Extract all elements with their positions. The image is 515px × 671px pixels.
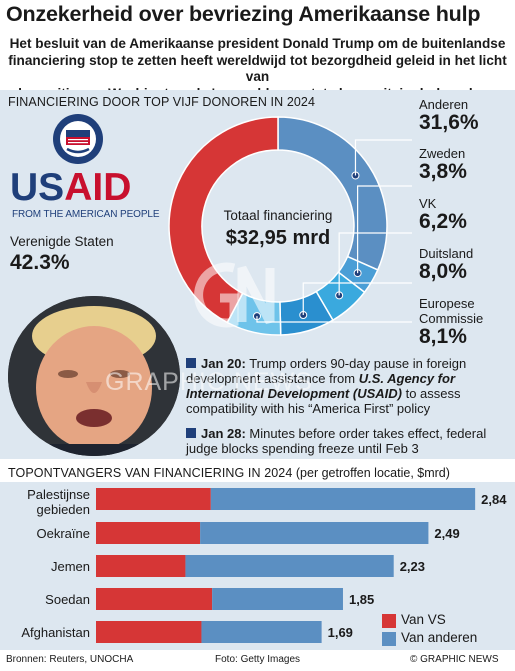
event-jan-28: Jan 28: Minutes before order takes effec… <box>186 426 511 456</box>
subtitle-line: financiering stop te zetten heeft wereld… <box>8 52 507 85</box>
legend-swatch-vs <box>382 614 396 628</box>
leader-line <box>354 139 412 176</box>
event-text: Minutes before order takes effect, feder… <box>186 426 487 456</box>
portrait-illustration <box>8 296 180 456</box>
bar-total-label: 2,84 <box>481 492 507 507</box>
donut-center-label: Totaal financiering <box>223 208 333 223</box>
footer-sources: Bronnen: Reuters, UNOCHA <box>6 654 134 665</box>
event-jan-20: Jan 20: Trump orders 90-day pause in for… <box>186 356 511 416</box>
event-emphasis: U.S. Agency for International Developmen… <box>186 371 456 401</box>
event-text-end: to assess compatibility with his “Americ… <box>186 386 461 416</box>
bar-segment-us <box>96 588 213 610</box>
usaid-seal-icon <box>53 114 103 164</box>
bar-section-heading: TOPONTVANGERS VAN FINANCIERING IN 2024 (… <box>8 466 450 480</box>
bar-segment-others <box>212 588 343 610</box>
usaid-wordmark: USAID <box>10 168 131 208</box>
leader-line <box>357 185 412 274</box>
event-date: Jan 28: <box>201 426 246 441</box>
trump-photo <box>8 296 180 456</box>
bar-segment-us <box>96 488 211 510</box>
bar-heading-note: (per getroffen locatie, $mrd) <box>292 466 450 480</box>
slice-value-zweden: 3,8% <box>419 160 467 183</box>
legend-swatch-anderen <box>382 632 396 646</box>
usaid-wordmark-aid: AID <box>64 166 132 209</box>
usaid-wordmark-us: US <box>10 166 65 209</box>
leader-line <box>338 232 412 296</box>
footer-photo-credit: Foto: Getty Images <box>215 654 301 665</box>
slice-value-vk: 6,2% <box>419 210 467 233</box>
bar-segment-us <box>96 621 202 643</box>
legend-label-vs: Van VS <box>401 612 446 627</box>
bullet-square-icon <box>186 358 196 368</box>
slice-value-anderen: 31,6% <box>419 111 479 134</box>
category-label: Palestijnse gebieden <box>0 487 90 517</box>
slice-label-zweden: Zweden <box>419 146 466 161</box>
category-label: Afghanistan <box>21 625 90 640</box>
subtitle-line: Het besluit van de Amerikaanse president… <box>9 36 506 51</box>
category-label-text: Palestijnse gebieden <box>0 487 90 517</box>
category-label: Jemen <box>50 559 90 574</box>
donut-center-value: $32,95 mrd <box>225 227 331 249</box>
bar-total-label: 1,69 <box>328 625 353 640</box>
bullet-square-icon <box>186 428 196 438</box>
event-date: Jan 20: <box>201 356 246 371</box>
watermark-text: GRAPHIC NEWS <box>105 368 313 396</box>
slice-label-verenigde-staten: Verenigde Staten <box>10 234 114 249</box>
donut-section-heading: FINANCIERING DOOR TOP VIJF DONOREN IN 20… <box>8 95 316 109</box>
bar-segment-others <box>201 621 322 643</box>
slice-label-duitsland: Duitsland <box>419 246 474 261</box>
category-label-line: Palestijnse <box>27 487 90 502</box>
slice-label-anderen: Anderen <box>419 97 469 112</box>
bar-segment-us <box>96 555 186 577</box>
category-label: Soedan <box>45 592 90 607</box>
subtitle: Het besluit van de Amerikaanse president… <box>4 36 511 102</box>
category-label-line: gebieden <box>36 502 91 517</box>
legend-label-anderen: Van anderen <box>401 630 478 645</box>
leader-line <box>256 316 412 323</box>
category-label: Oekraïne <box>36 526 90 541</box>
watermark-logo-icon <box>194 262 275 328</box>
bar-heading: TOPONTVANGERS VAN FINANCIERING IN 2024 <box>8 466 293 480</box>
bar-total-label: 1,85 <box>349 592 374 607</box>
bar-segment-others <box>185 555 394 577</box>
slice-value-verenigde-staten: 42.3% <box>10 251 70 274</box>
slice-label-vk: VK <box>419 196 437 211</box>
footer-copyright: © GRAPHIC NEWS <box>410 654 499 665</box>
bar-total-label: 2,49 <box>434 526 459 541</box>
bar-segment-us <box>96 522 201 544</box>
bar-segment-others <box>210 488 476 510</box>
slice-label-europese-commissie: Europese Commissie <box>419 296 484 326</box>
page-title: Onzekerheid over bevriezing Amerikaanse … <box>6 2 481 26</box>
leader-line <box>302 282 412 315</box>
bar-segment-others <box>200 522 429 544</box>
donut-slice-verenigde-staten <box>168 116 279 324</box>
event-text: Trump orders 90-day pause in foreign dev… <box>186 356 467 386</box>
usaid-tagline: FROM THE AMERICAN PEOPLE <box>12 209 160 220</box>
slice-value-duitsland: 8,0% <box>419 260 467 283</box>
slice-value-europese-commissie: 8,1% <box>419 325 467 348</box>
bar-total-label: 2,23 <box>400 559 425 574</box>
